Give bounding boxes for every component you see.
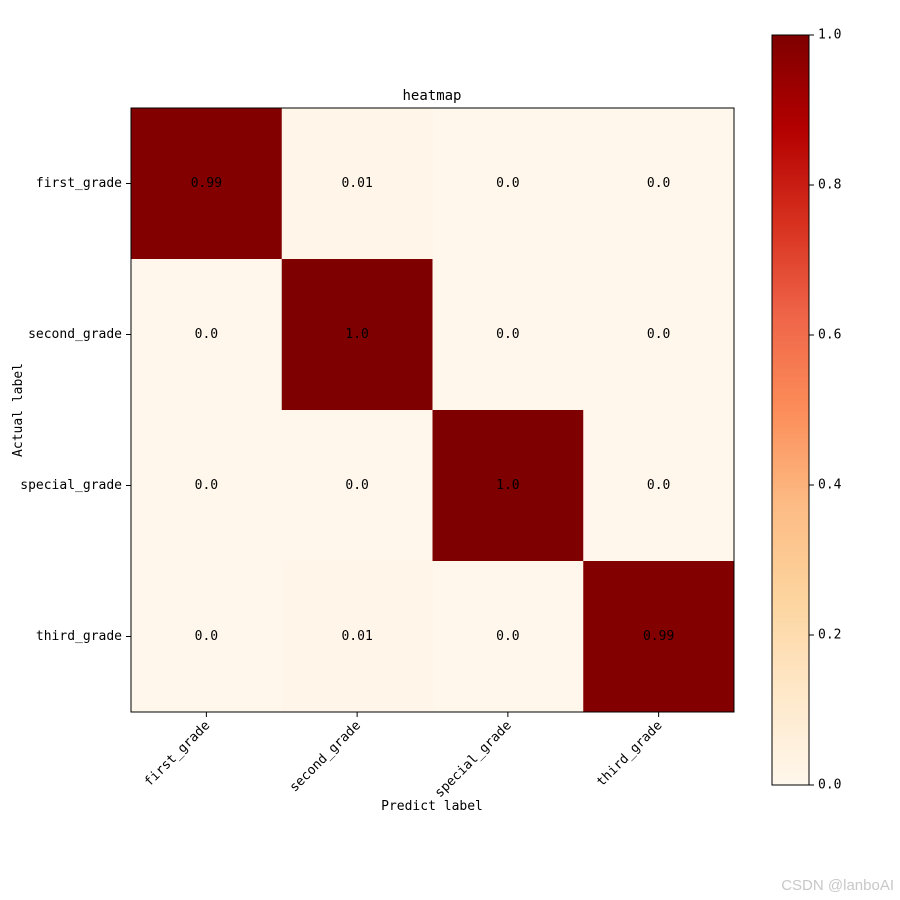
cell-value-label: 0.0 bbox=[647, 478, 670, 493]
heatmap-cells bbox=[131, 108, 735, 713]
x-tick-label: second_grade bbox=[287, 718, 364, 795]
x-tick-label: special_grade bbox=[432, 718, 515, 801]
chart-title: heatmap bbox=[402, 88, 461, 104]
heatmap-cell bbox=[131, 108, 283, 260]
cell-value-label: 0.0 bbox=[647, 176, 670, 191]
x-tick-label: first_grade bbox=[142, 718, 214, 790]
heatmap-cell bbox=[583, 410, 735, 562]
x-axis-label: Predict label bbox=[381, 799, 483, 814]
heatmap-cell bbox=[432, 410, 584, 562]
y-axis-label: Actual label bbox=[11, 363, 26, 457]
colorbar bbox=[771, 34, 810, 786]
colorbar-tick-label: 0.2 bbox=[818, 628, 841, 643]
colorbar-tick-label: 0.0 bbox=[818, 778, 841, 793]
heatmap-cell bbox=[583, 259, 735, 411]
heatmap-cell bbox=[281, 561, 433, 713]
cell-value-label: 1.0 bbox=[496, 478, 519, 493]
colorbar-ticks: 0.0 0.2 0.4 0.6 0.8 1.0 bbox=[809, 28, 842, 793]
heatmap-cell bbox=[281, 108, 433, 260]
watermark: CSDN @lanboAI bbox=[781, 877, 894, 894]
y-tick-label: second_grade bbox=[28, 327, 122, 342]
heatmap-cell bbox=[432, 259, 584, 411]
cell-value-label: 0.0 bbox=[647, 327, 670, 342]
cell-value-label: 0.99 bbox=[643, 629, 674, 644]
y-axis-ticks: first_grade second_grade special_gradethir… bbox=[20, 176, 131, 644]
cell-value-label: 0.0 bbox=[345, 478, 368, 493]
y-tick-label: first_grade bbox=[36, 176, 122, 191]
heatmap-cell bbox=[583, 108, 735, 260]
heatmap-cell bbox=[131, 561, 283, 713]
x-tick-label: third_grade bbox=[594, 718, 666, 790]
cell-value-label: 0.0 bbox=[195, 478, 218, 493]
heatmap-cell bbox=[432, 108, 584, 260]
heatmap-cell bbox=[281, 259, 433, 411]
heatmap-cell bbox=[432, 561, 584, 713]
cell-value-label: 0.01 bbox=[341, 176, 372, 191]
heatmap-cell bbox=[281, 410, 433, 562]
colorbar-tick-label: 1.0 bbox=[818, 28, 841, 43]
x-axis-ticks: first_grade second_grade special_grade thir… bbox=[142, 712, 666, 801]
colorbar-tick-label: 0.8 bbox=[818, 178, 841, 193]
cell-value-label: 0.01 bbox=[341, 629, 372, 644]
plot-frame bbox=[130, 107, 735, 713]
heatmap-cell bbox=[131, 410, 283, 562]
cell-value-label: 0.0 bbox=[496, 327, 519, 342]
cell-value-label: 0.0 bbox=[496, 629, 519, 644]
heatmap-cell bbox=[583, 561, 735, 713]
cell-value-label: 0.99 bbox=[191, 176, 222, 191]
colorbar-tick-label: 0.4 bbox=[818, 478, 842, 493]
y-tick-label: third_grade bbox=[36, 629, 122, 644]
heatmap-cell bbox=[131, 259, 283, 411]
cell-value-label: 0.0 bbox=[496, 176, 519, 191]
y-tick-label: special_grade bbox=[20, 478, 122, 493]
colorbar-tick-label: 0.6 bbox=[818, 328, 841, 343]
cell-value-label: 0.0 bbox=[195, 327, 218, 342]
heatmap-cell-labels: 0.99 0.01 0.0 0.0 0.0 1.0 0.0 0.0 0.0 0.0 1.0 0.0 0.… bbox=[191, 176, 675, 644]
cell-value-label: 0.0 bbox=[195, 629, 218, 644]
cell-value-label: 1.0 bbox=[345, 327, 368, 342]
